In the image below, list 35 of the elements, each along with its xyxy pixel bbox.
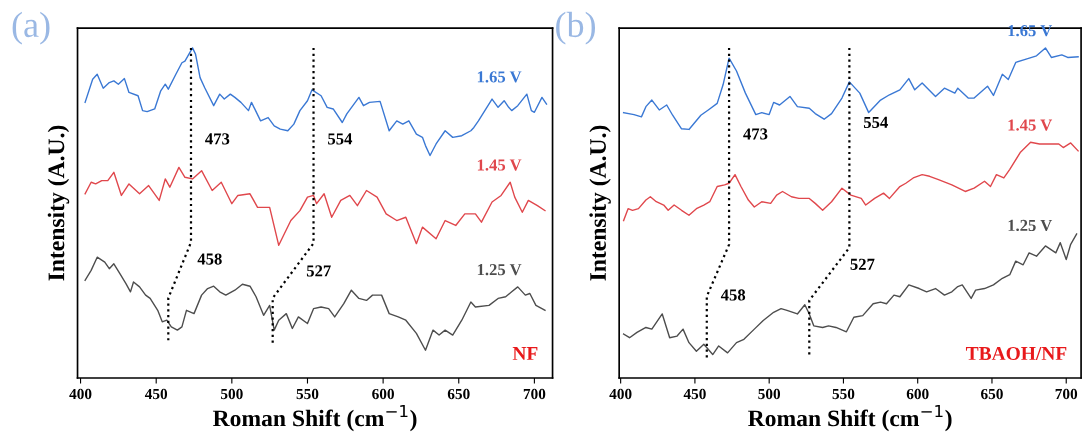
series-label: 1.45 V [477, 159, 522, 171]
x-tick-label: 700 [523, 388, 546, 400]
annotation: TBAOH/NF [965, 346, 1067, 361]
x-tick-label: 600 [372, 388, 394, 400]
x-tick-label: 650 [981, 388, 1003, 400]
x-tick-label: 650 [447, 388, 470, 400]
x-tick-label: 450 [683, 388, 706, 400]
series-label: 1.25 V [477, 264, 522, 276]
y-axis-title: Intensity (A.U.) [589, 125, 611, 281]
annotation: 554 [328, 133, 353, 145]
annotation: 527 [306, 265, 331, 277]
x-tick-label: 450 [144, 388, 168, 400]
x-tick-label: 400 [609, 388, 632, 400]
series-label: 1.45 V [1008, 119, 1053, 131]
series-label: 1.25 V [1008, 219, 1053, 232]
x-axis-title: Roman Shift (cm$^{−1}$) [212, 405, 417, 432]
annotation: 473 [205, 133, 230, 145]
annotation: 554 [863, 116, 888, 128]
annotation: NF [512, 347, 538, 360]
annotation: 473 [743, 128, 768, 140]
y-axis-title: Intensity (A.U.) [47, 125, 70, 281]
chart-title: (a) [12, 11, 50, 45]
annotation: 458 [197, 253, 222, 265]
x-tick-label: 500 [758, 388, 781, 400]
x-tick-label: 700 [1055, 388, 1078, 400]
x-tick-label: 550 [296, 388, 319, 400]
chart-title: (b) [556, 11, 596, 45]
x-tick-label: 500 [220, 388, 243, 400]
x-axis-title: Roman Shift (cm$^{−1}$) [748, 405, 952, 432]
annotation: 458 [720, 289, 746, 301]
x-tick-label: 400 [69, 388, 92, 400]
series-label: 1.65 V [477, 71, 522, 83]
x-tick-label: 550 [832, 388, 855, 400]
annotation: 527 [850, 258, 875, 270]
x-tick-label: 600 [906, 388, 929, 400]
